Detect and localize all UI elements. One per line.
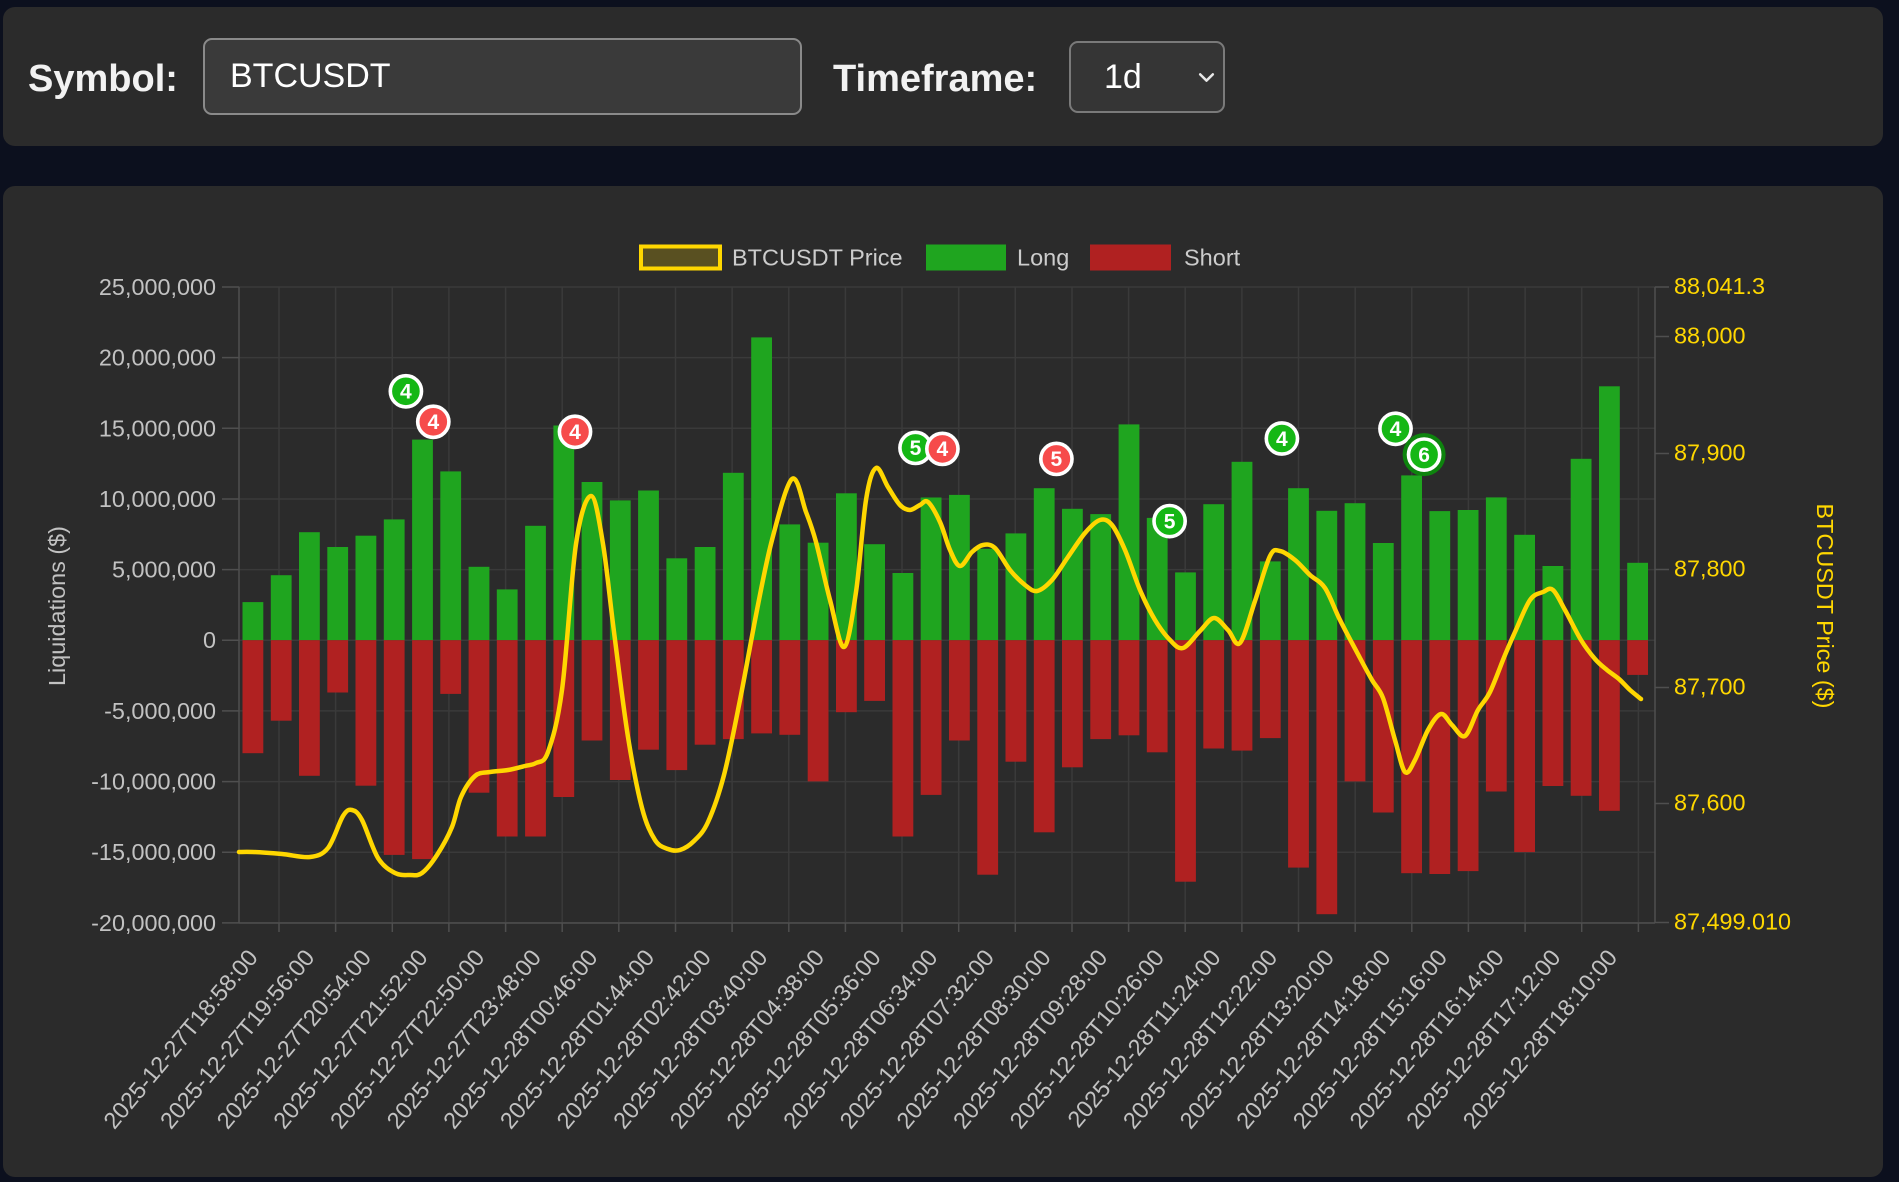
svg-text:10,000,000: 10,000,000 bbox=[99, 486, 216, 512]
svg-text:5: 5 bbox=[1051, 448, 1063, 471]
svg-text:4: 4 bbox=[1276, 428, 1288, 451]
svg-text:87,600: 87,600 bbox=[1674, 790, 1746, 816]
svg-text:87,800: 87,800 bbox=[1674, 556, 1746, 582]
svg-text:Long: Long bbox=[1017, 245, 1069, 271]
svg-text:4: 4 bbox=[400, 381, 412, 404]
svg-text:-20,000,000: -20,000,000 bbox=[91, 910, 216, 936]
svg-text:87,900: 87,900 bbox=[1674, 440, 1746, 466]
svg-text:0: 0 bbox=[203, 627, 216, 653]
svg-text:20,000,000: 20,000,000 bbox=[99, 345, 216, 371]
svg-text:-5,000,000: -5,000,000 bbox=[104, 698, 216, 724]
svg-text:4: 4 bbox=[569, 421, 581, 444]
svg-text:-15,000,000: -15,000,000 bbox=[91, 839, 216, 865]
svg-text:25,000,000: 25,000,000 bbox=[99, 274, 216, 300]
svg-text:BTCUSDT Price ($): BTCUSDT Price ($) bbox=[1812, 504, 1838, 709]
svg-text:6: 6 bbox=[1418, 444, 1430, 467]
svg-text:4: 4 bbox=[1390, 418, 1402, 441]
svg-text:88,000: 88,000 bbox=[1674, 323, 1746, 349]
svg-text:Short: Short bbox=[1184, 245, 1241, 271]
svg-text:87,700: 87,700 bbox=[1674, 674, 1746, 700]
svg-text:-10,000,000: -10,000,000 bbox=[91, 769, 216, 795]
svg-text:15,000,000: 15,000,000 bbox=[99, 415, 216, 441]
svg-text:5,000,000: 5,000,000 bbox=[112, 557, 216, 583]
svg-text:4: 4 bbox=[937, 438, 949, 461]
svg-text:4: 4 bbox=[427, 411, 439, 434]
svg-text:5: 5 bbox=[910, 437, 922, 460]
svg-text:BTCUSDT Price: BTCUSDT Price bbox=[732, 245, 903, 271]
svg-text:87,499.010: 87,499.010 bbox=[1674, 909, 1791, 935]
svg-text:Liquidations ($): Liquidations ($) bbox=[44, 526, 70, 686]
svg-text:5: 5 bbox=[1164, 510, 1176, 533]
svg-text:88,041.3: 88,041.3 bbox=[1674, 273, 1765, 299]
